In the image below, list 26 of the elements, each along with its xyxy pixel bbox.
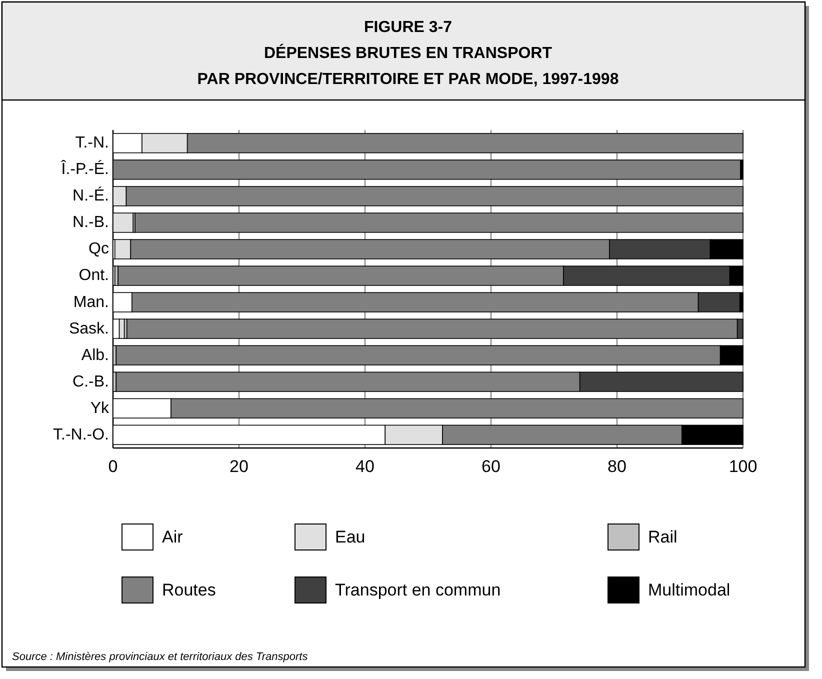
x-tick-label: 0	[108, 457, 118, 476]
y-tick-label: Qc	[88, 240, 109, 258]
y-tick-label: N.-B.	[72, 214, 109, 232]
source-note: Source : Ministères provinciaux et territoriaux des Transports	[12, 651, 308, 663]
x-tick-label: 20	[230, 457, 248, 476]
y-tick-label: N.-É.	[72, 186, 109, 205]
legend-label: Rail	[648, 528, 678, 546]
y-tick-label: Î.-P.-É.	[60, 160, 109, 178]
y-tick-label: C.-B.	[72, 373, 109, 390]
y-tick-label: Alb.	[81, 346, 109, 364]
y-tick-label: Man.	[73, 294, 109, 311]
x-tick-label: 100	[728, 457, 758, 476]
x-tick-label: 80	[608, 457, 626, 476]
x-tick-label: 40	[356, 457, 374, 476]
legend-label: Eau	[335, 528, 366, 546]
chart-title: FIGURE 3-7 DÉPENSES BRUTES EN TRANSPORT PAR PROVINCE/TERRITOIRE ET PAR MODE, 1997-1998	[197, 19, 619, 88]
y-tick-label: T.-N.-O.	[53, 426, 109, 444]
x-tick-label: 60	[482, 457, 500, 476]
y-tick-label: Yk	[90, 400, 110, 417]
legend-label: Routes	[162, 580, 216, 600]
legend-label: Transport en commun	[335, 580, 501, 600]
y-tick-label: Sask.	[68, 320, 109, 338]
legend-label: Air	[162, 528, 184, 546]
y-tick-label: T.-N.	[75, 134, 109, 152]
legend-label: Multimodal	[648, 580, 730, 600]
y-tick-label: Ont.	[78, 267, 109, 284]
